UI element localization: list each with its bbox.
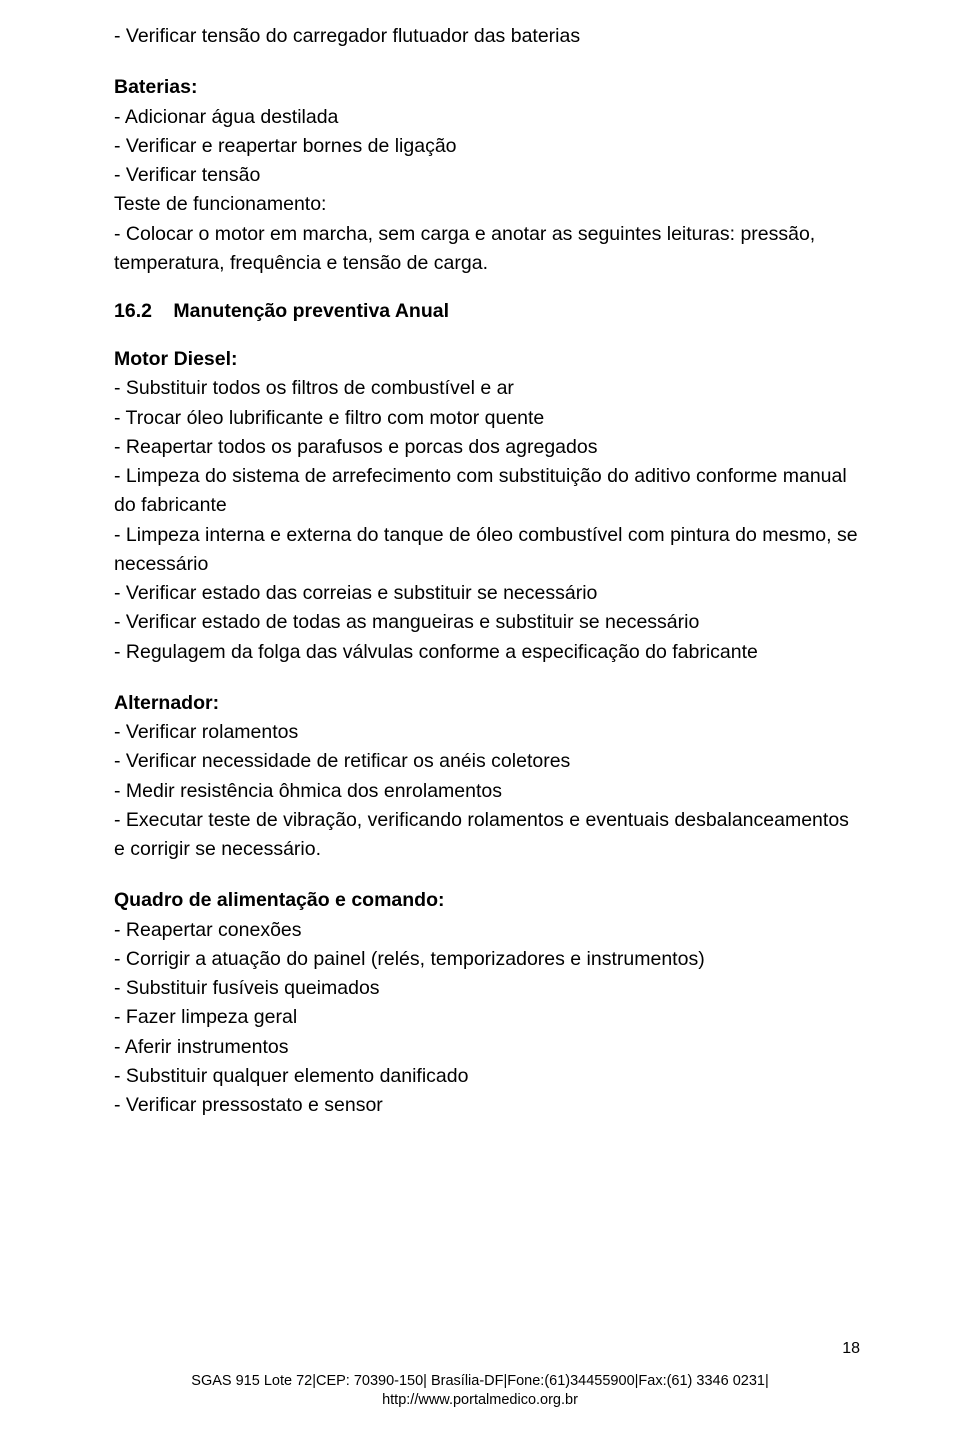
list-item: - Verificar rolamentos: [114, 718, 860, 747]
section-heading-motor: Motor Diesel:: [114, 345, 860, 374]
section-title: Manutenção preventiva Anual: [173, 300, 449, 322]
page-footer: SGAS 915 Lote 72|CEP: 70390-150| Brasíli…: [0, 1372, 960, 1410]
motor-diesel-block: Motor Diesel: - Substituir todos os filt…: [114, 345, 860, 667]
list-item: - Verificar tensão do carregador flutuad…: [114, 22, 860, 51]
list-item: Teste de funcionamento:: [114, 190, 860, 219]
list-item: - Substituir fusíveis queimados: [114, 974, 860, 1003]
list-item: - Adicionar água destilada: [114, 103, 860, 132]
list-item: - Verificar estado das correias e substi…: [114, 579, 860, 608]
list-item: - Verificar e reapertar bornes de ligaçã…: [114, 132, 860, 161]
list-item: - Reapertar conexões: [114, 916, 860, 945]
footer-line-1: SGAS 915 Lote 72|CEP: 70390-150| Brasíli…: [0, 1372, 960, 1391]
list-item: - Limpeza do sistema de arrefecimento co…: [114, 462, 860, 521]
list-item: - Verificar pressostato e sensor: [114, 1091, 860, 1120]
list-item: - Substituir todos os filtros de combust…: [114, 374, 860, 403]
alternador-block: Alternador: - Verificar rolamentos - Ver…: [114, 689, 860, 865]
list-item: - Limpeza interna e externa do tanque de…: [114, 521, 860, 580]
list-item: - Trocar óleo lubrificante e filtro com …: [114, 404, 860, 433]
list-item: - Corrigir a atuação do painel (relés, t…: [114, 945, 860, 974]
baterias-block: Baterias: - Adicionar água destilada - V…: [114, 73, 860, 278]
document-page: - Verificar tensão do carregador flutuad…: [0, 0, 960, 1430]
section-heading-baterias: Baterias:: [114, 73, 860, 102]
list-item: - Executar teste de vibração, verificand…: [114, 806, 860, 865]
intro-block: - Verificar tensão do carregador flutuad…: [114, 22, 860, 51]
list-item: - Verificar estado de todas as mangueira…: [114, 608, 860, 637]
footer-line-2: http://www.portalmedico.org.br: [0, 1391, 960, 1410]
list-item: - Colocar o motor em marcha, sem carga e…: [114, 220, 860, 279]
list-item: - Regulagem da folga das válvulas confor…: [114, 638, 860, 667]
quadro-block: Quadro de alimentação e comando: - Reape…: [114, 886, 860, 1120]
list-item: - Fazer limpeza geral: [114, 1003, 860, 1032]
section-number: 16.2: [114, 300, 168, 323]
list-item: - Substituir qualquer elemento danificad…: [114, 1062, 860, 1091]
section-heading-quadro: Quadro de alimentação e comando:: [114, 886, 860, 915]
section-heading-alternador: Alternador:: [114, 689, 860, 718]
list-item: - Verificar tensão: [114, 161, 860, 190]
list-item: - Verificar necessidade de retificar os …: [114, 747, 860, 776]
list-item: - Reapertar todos os parafusos e porcas …: [114, 433, 860, 462]
page-number: 18: [842, 1340, 860, 1358]
section-heading-16-2: 16.2 Manutenção preventiva Anual: [114, 300, 860, 323]
list-item: - Aferir instrumentos: [114, 1033, 860, 1062]
list-item: - Medir resistência ôhmica dos enrolamen…: [114, 777, 860, 806]
